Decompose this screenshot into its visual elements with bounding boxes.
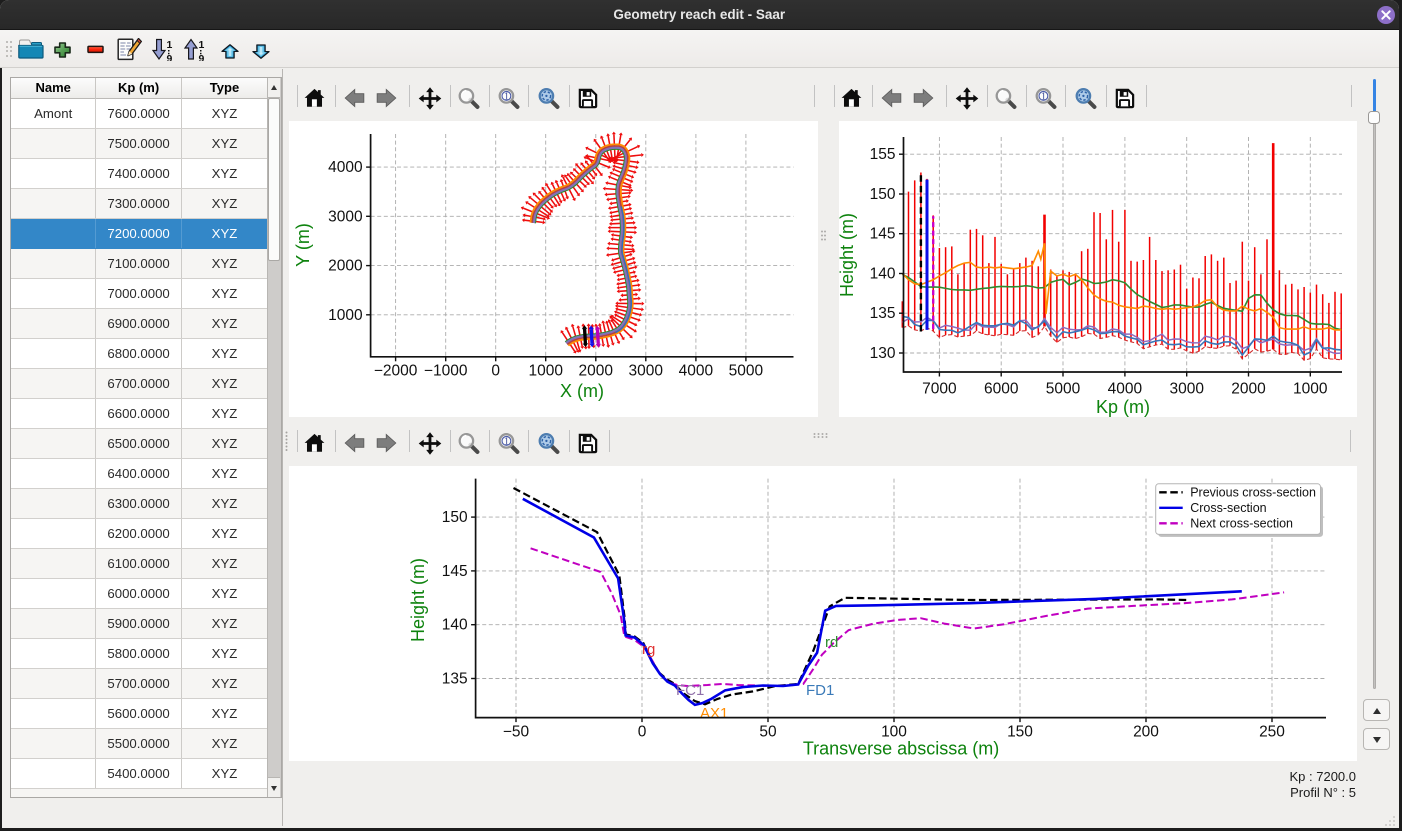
svg-text:4000: 4000	[679, 362, 714, 379]
svg-text:1: 1	[199, 39, 205, 51]
svg-text:Y (m): Y (m)	[293, 223, 313, 267]
svg-text:Kp (m): Kp (m)	[1096, 397, 1150, 417]
svg-text:0: 0	[491, 362, 500, 379]
svg-text:3000: 3000	[1169, 381, 1204, 398]
svg-text:130: 130	[870, 345, 896, 362]
svg-text:4000: 4000	[328, 159, 363, 176]
svg-text:5000: 5000	[729, 362, 764, 379]
svg-text:7000: 7000	[922, 381, 957, 398]
svg-text:4000: 4000	[1108, 381, 1143, 398]
svg-text:1: 1	[503, 91, 508, 102]
svg-text:1000: 1000	[1293, 381, 1328, 398]
svg-text:250: 250	[1259, 724, 1285, 741]
svg-text:150: 150	[1007, 724, 1033, 741]
svg-text:FC1: FC1	[676, 682, 704, 699]
svg-text:5000: 5000	[1046, 381, 1081, 398]
svg-text:3000: 3000	[328, 208, 363, 225]
svg-text:200: 200	[1133, 724, 1159, 741]
svg-text:150: 150	[870, 186, 896, 203]
svg-text:50: 50	[759, 724, 777, 741]
svg-text:−1000: −1000	[424, 362, 468, 379]
svg-text:140: 140	[442, 617, 468, 634]
svg-text:−50: −50	[503, 724, 530, 741]
svg-text:150: 150	[442, 509, 468, 526]
svg-text:145: 145	[870, 226, 896, 243]
svg-text:1: 1	[503, 436, 508, 447]
svg-text:FD1: FD1	[806, 682, 834, 699]
svg-text:135: 135	[442, 671, 468, 688]
svg-text:1000: 1000	[328, 307, 363, 324]
svg-text:2000: 2000	[579, 362, 614, 379]
svg-text:6000: 6000	[984, 381, 1019, 398]
svg-text:Previous cross-section: Previous cross-section	[1190, 486, 1316, 500]
svg-text:3000: 3000	[629, 362, 664, 379]
svg-text:9: 9	[199, 53, 205, 61]
svg-text:9: 9	[167, 53, 173, 61]
svg-text:100: 100	[881, 724, 907, 741]
svg-text:2000: 2000	[328, 258, 363, 275]
svg-text:145: 145	[442, 563, 468, 580]
svg-text:AX1: AX1	[700, 705, 728, 722]
svg-text:Height (m): Height (m)	[839, 213, 857, 297]
svg-text:0: 0	[638, 724, 647, 741]
svg-text:1000: 1000	[528, 362, 563, 379]
svg-text:155: 155	[870, 146, 896, 163]
svg-text:2000: 2000	[1231, 381, 1266, 398]
svg-text:−2000: −2000	[374, 362, 418, 379]
svg-text:Transverse abscissa (m): Transverse abscissa (m)	[803, 739, 999, 759]
svg-text:Next cross-section: Next cross-section	[1190, 517, 1293, 531]
svg-text:rg: rg	[642, 641, 655, 658]
svg-text:1: 1	[1040, 91, 1045, 102]
svg-text:Cross-section: Cross-section	[1190, 501, 1266, 515]
svg-text:rd: rd	[825, 634, 838, 651]
svg-text:Height (m): Height (m)	[408, 558, 428, 642]
svg-text:1: 1	[167, 39, 173, 51]
svg-text:140: 140	[870, 266, 896, 283]
svg-text:135: 135	[870, 305, 896, 322]
svg-text:X (m): X (m)	[560, 381, 604, 401]
